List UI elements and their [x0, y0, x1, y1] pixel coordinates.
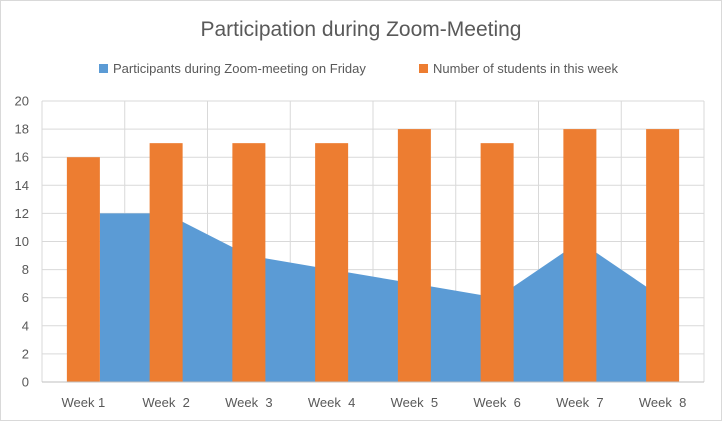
- x-tick-label: Week 2: [142, 395, 189, 410]
- bar-3: [232, 143, 266, 382]
- legend-label-participants: Participants during Zoom-meeting on Frid…: [113, 61, 366, 76]
- y-tick-label: 12: [15, 206, 29, 221]
- y-tick-label: 20: [15, 94, 29, 109]
- bar-7: [563, 129, 597, 382]
- x-tick-label: Week 7: [556, 395, 603, 410]
- x-tick-label: Week 5: [391, 395, 438, 410]
- bar-5: [397, 129, 431, 382]
- y-tick-label: 8: [22, 262, 29, 277]
- bar-series: [66, 129, 680, 382]
- y-tick-label: 2: [22, 346, 29, 361]
- y-tick-labels: 0 2 4 6 8 10 12 14 16 18 20: [15, 94, 29, 390]
- bar-8: [646, 129, 680, 382]
- x-tick-labels: Week 1 Week 2 Week 3 Week 4 Week 5 Week 6 Week…: [61, 395, 686, 410]
- bar-6: [480, 143, 514, 382]
- y-tick-label: 16: [15, 150, 29, 165]
- y-tick-label: 0: [22, 375, 29, 390]
- legend-swatch-participants: [99, 64, 108, 73]
- legend-label-students: Number of students in this week: [433, 61, 618, 76]
- x-tick-label: Week 4: [308, 395, 355, 410]
- chart-title: Participation during Zoom-Meeting: [201, 18, 522, 41]
- y-tick-label: 14: [15, 178, 29, 193]
- bar-4: [315, 143, 349, 382]
- y-tick-label: 6: [22, 290, 29, 305]
- bar-2: [149, 143, 183, 382]
- y-tick-label: 10: [15, 234, 29, 249]
- x-tick-label: Week 1: [61, 395, 105, 410]
- x-tick-label: Week 3: [225, 395, 272, 410]
- y-tick-label: 18: [15, 122, 29, 137]
- y-tick-label: 4: [22, 318, 29, 333]
- x-tick-label: Week 8: [639, 395, 686, 410]
- legend-swatch-students: [419, 64, 428, 73]
- x-tick-label: Week 6: [473, 395, 520, 410]
- legend: Participants during Zoom-meeting on Frid…: [99, 61, 618, 76]
- bar-1: [66, 157, 100, 382]
